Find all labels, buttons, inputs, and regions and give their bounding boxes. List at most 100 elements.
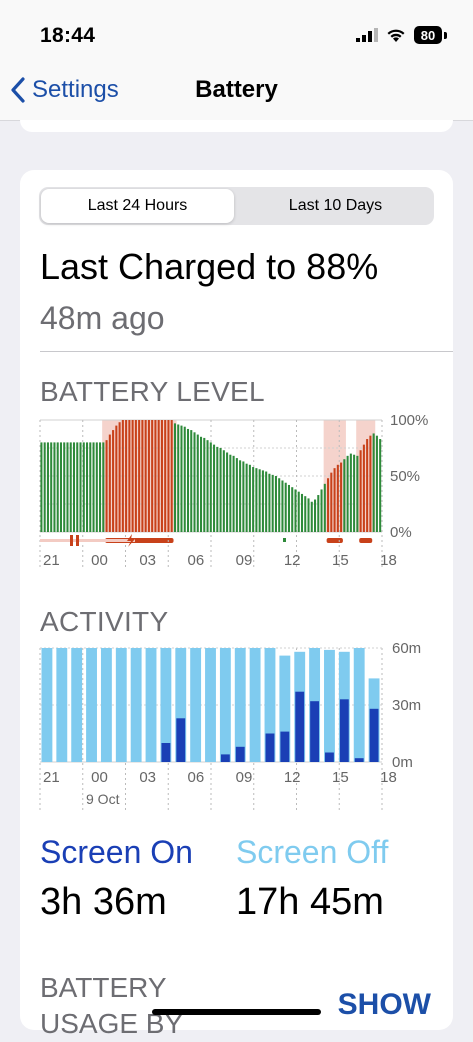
battery-level-bar [50,442,53,532]
battery-level-bar [203,437,206,532]
screen-off-bar [249,648,261,762]
screen-on-bar [325,752,334,762]
battery-level-bar [147,420,150,532]
y-tick-label: 0% [390,524,412,541]
screen-off-bar [234,648,246,762]
battery-level-bar [336,464,339,532]
battery-level-bar [115,425,118,532]
battery-level-bar [183,426,186,532]
battery-level-bar [102,442,105,532]
y-tick-label: 30m [392,697,421,714]
battery-level-bar [79,442,82,532]
x-tick-label: 21 [43,769,60,786]
battery-level-bar [151,420,154,532]
tab-last-24-hours[interactable]: Last 24 Hours [41,189,234,223]
battery-level-bar [248,464,251,532]
x-tick-label: 06 [188,552,205,569]
discharge-marker [283,538,286,542]
battery-level-bar [157,420,160,532]
battery-level-bar [226,452,229,532]
battery-level-bar [53,442,56,532]
pause-marker [70,535,73,546]
battery-level-bar [372,433,375,532]
battery-level-bar [356,455,359,532]
x-tick-label: 06 [188,769,205,786]
battery-level-bar [261,470,264,532]
battery-level-bar [177,424,180,532]
activity-chart[interactable]: 60m 30m 0m 21 00 03 06 09 12 15 18 9 Oct [20,640,453,815]
x-tick-label: 15 [332,769,349,786]
home-indicator [152,1009,321,1015]
battery-level-bar [160,420,163,532]
screen-on-bar [310,701,320,762]
battery-level-bar [167,420,170,532]
x-tick-label: 00 [91,552,108,569]
battery-level-bar [138,420,141,532]
screen-on-label: Screen On [40,834,193,870]
screen-off-bar [100,648,112,762]
y-tick-label: 50% [390,468,420,485]
last-charged-time: 48m ago [40,300,165,336]
x-tick-label: 09 [236,769,253,786]
x-tick-label: 18 [380,552,397,569]
battery-usage-by-label: BATTERY USAGE BY [40,970,183,1042]
back-button[interactable]: Settings [10,76,119,104]
battery-level-bar [349,453,352,532]
battery-level-bar [333,468,336,532]
battery-level-bar [72,442,76,532]
battery-level-bar [327,478,330,532]
y-tick-label: 0m [392,754,413,771]
battery-level-bar [284,482,287,532]
battery-level-bar [131,420,134,532]
screen-off-bar [160,648,172,762]
battery-status-icon: 80 [414,26,442,44]
wifi-icon [387,29,405,42]
screen-off-bar [41,648,53,762]
battery-level-bar [274,476,277,532]
battery-level-bar [291,487,294,532]
screen-on-bar [354,758,364,762]
screen-off-bar [56,648,68,762]
show-button[interactable]: SHOW [337,988,431,1021]
battery-level-bar [232,455,235,532]
battery-level-bar [340,462,343,532]
battery-level-bar [366,439,369,532]
screen-on-bar [265,733,275,762]
x-tick-label: 09 [236,552,253,569]
screen-off-value: 17h 45m [236,881,384,923]
battery-level-bar [265,471,268,532]
battery-level-bar [125,420,128,532]
battery-level-bar [362,444,365,532]
x-tick-label: 21 [43,552,60,569]
battery-level-bar [121,420,124,532]
x-tick-label: 03 [139,552,156,569]
screen-off-bar [145,648,157,762]
previous-card-edge [20,120,453,132]
battery-level-bar [258,469,261,532]
battery-level-bar [310,501,313,532]
screen-off-bar [115,648,127,762]
battery-level-bar [56,442,59,532]
status-icons: 80 [356,26,447,44]
y-tick-label: 100% [390,412,428,429]
page-title-text: Battery [195,76,278,103]
battery-level-bar [379,439,382,532]
battery-level-chart[interactable]: 100% 50% 0% 21 00 03 06 09 12 15 18 [20,408,453,588]
battery-level-bar [255,468,258,532]
last-charged-headline: Last Charged to 88% [40,246,379,287]
battery-level-bar [180,425,183,532]
battery-level-bar [141,420,144,532]
battery-level-bar [209,442,212,532]
screen-off-bar [190,648,202,762]
screen-on-bar [235,746,245,762]
battery-level-bar [66,442,69,532]
battery-level-bar [359,450,362,532]
screen-on-bar [369,708,379,762]
tab-last-10-days[interactable]: Last 10 Days [288,197,383,214]
date-label: 9 Oct [86,791,120,807]
lightning-bolt-icon [127,534,135,547]
battery-level-bar [89,442,92,532]
screen-on-bar [280,731,290,762]
divider [40,351,453,352]
battery-cap [444,31,447,39]
